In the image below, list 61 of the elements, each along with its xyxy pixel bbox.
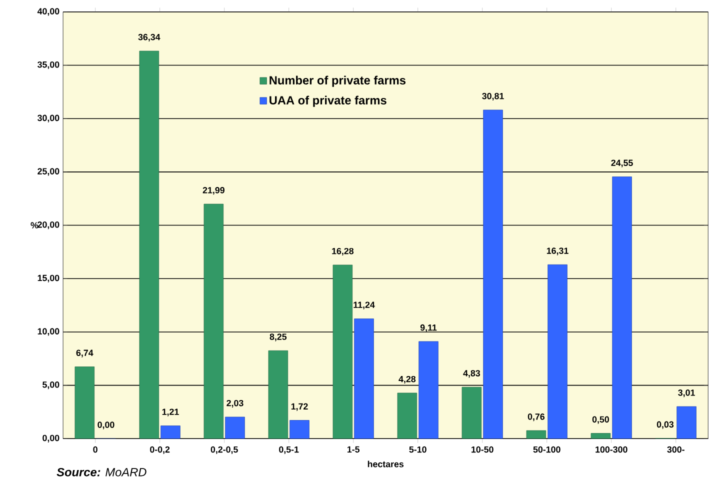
y-tick-label: 25,00 [38, 168, 60, 176]
x-tick-label: 0,5-1 [279, 446, 299, 454]
x-tick-label: 0 [93, 446, 98, 453]
data-label: 1,72 [291, 403, 308, 411]
bar [483, 110, 503, 439]
bar [612, 176, 632, 439]
data-label: 3,01 [678, 389, 695, 398]
text: Source: MoARD [56, 468, 146, 476]
x-axis-title: hectares [368, 460, 404, 468]
legend-label: Number of private farms [270, 76, 406, 87]
bar [268, 350, 288, 439]
y-tick-label: 40,00 [37, 8, 60, 16]
bar [290, 420, 310, 439]
bar [397, 392, 418, 439]
bar [548, 264, 568, 439]
data-label: 11,24 [354, 302, 375, 310]
y-axis-title: % [30, 222, 38, 228]
data-label: 24,55 [611, 160, 633, 168]
y-tick-label: 10,00 [38, 328, 60, 336]
y-tick-label: 20,00 [38, 221, 60, 229]
data-label: 1,21 [162, 408, 179, 416]
data-label: 0,00 [98, 422, 114, 430]
x-tick-label: 1-5 [347, 446, 360, 452]
data-label: 9,11 [420, 324, 437, 332]
x-tick-label: 0,2-0,5 [210, 446, 238, 454]
data-label: 8,25 [270, 334, 287, 342]
data-label: 0,03 [656, 421, 674, 429]
data-label: 16,28 [332, 248, 354, 256]
y-tick-label: 35,00 [38, 61, 60, 69]
bar [74, 366, 95, 439]
data-label: 4,83 [463, 370, 480, 378]
x-tick-label: 5-10 [409, 446, 426, 453]
y-tick-label: 30,00 [38, 114, 60, 122]
data-label: 0,76 [528, 413, 545, 422]
x-tick-label: 50-100 [533, 446, 560, 453]
data-label: 30,81 [482, 92, 504, 100]
bar [332, 264, 353, 439]
bar [225, 416, 245, 439]
bar [418, 341, 438, 439]
bar [204, 204, 224, 439]
x-tick-label: 10-50 [472, 446, 494, 453]
bar [462, 386, 482, 439]
data-label: 21,99 [202, 186, 224, 195]
data-label: 16,31 [546, 248, 568, 256]
data-label: 2,03 [226, 400, 244, 408]
data-label: 6,74 [76, 350, 94, 358]
data-label: 0,50 [592, 416, 610, 424]
legend-label: UAA of private farms [270, 96, 386, 107]
data-label: 4,28 [398, 376, 416, 384]
y-tick-label: 5,00 [42, 381, 60, 390]
bar [354, 318, 374, 439]
x-tick-label: 300- [667, 446, 684, 453]
bar [676, 406, 696, 439]
bar [139, 50, 160, 439]
data-label: 36,34 [138, 34, 160, 42]
x-tick-label: 100-300 [596, 446, 628, 453]
bar [160, 426, 180, 439]
y-tick-label: 15,00 [38, 274, 60, 282]
bar [591, 433, 610, 439]
y-tick-label: 0,00 [42, 434, 60, 442]
x-tick-label: 0-0,2 [150, 446, 170, 454]
